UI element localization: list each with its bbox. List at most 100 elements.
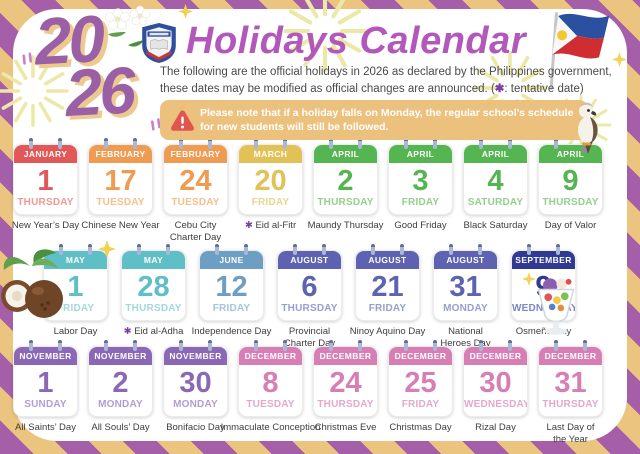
calendar-leaf: APRIL 9 THURSDAY — [538, 144, 603, 215]
date-number: 9 — [562, 165, 579, 197]
holiday-label: Black Saturday — [463, 220, 528, 231]
date-number: 24 — [329, 367, 362, 399]
date-number: 1 — [37, 165, 54, 197]
weekday-label: THURSDAY — [281, 303, 338, 314]
weekday-label: MONDAY — [98, 399, 143, 410]
calendar-pin-icon — [507, 340, 512, 351]
philippine-flag-icon — [549, 12, 610, 90]
weekday-label: FRIDAY — [212, 303, 251, 314]
calendar-pin-icon — [137, 244, 142, 255]
weekday-label: MONDAY — [443, 303, 488, 314]
calendar-pin-icon — [329, 340, 334, 351]
calendar-pin-icon — [215, 244, 220, 255]
month-label: JANUARY — [14, 145, 77, 163]
subtitle: The following are the official holidays … — [160, 64, 612, 99]
sparkle-icon — [98, 240, 116, 258]
sparkle-icon — [522, 272, 536, 286]
halo-halo-icon — [537, 278, 575, 335]
calendar-leaf: NOVEMBER 2 MONDAY — [88, 346, 153, 417]
date-number: 2 — [112, 367, 129, 399]
warning-triangle-icon — [171, 110, 194, 131]
calendar-row-1: JANUARY 1 THURSDAY New Year’s Day FEBRUA… — [11, 138, 603, 244]
calendar-leaf: DECEMBER 24 THURSDAY — [313, 346, 378, 417]
date-number: 30 — [179, 367, 212, 399]
calendar-leaf: DECEMBER 30 WEDNESDAY — [463, 346, 528, 417]
calendar-pin-icon — [479, 340, 484, 351]
calendar-leaf: APRIL 2 THURSDAY — [313, 144, 378, 215]
calendar-pin-icon — [357, 138, 362, 149]
holiday-label: New Year’s Day — [11, 220, 80, 231]
accent-ticks-icon — [150, 118, 161, 131]
holiday-label: Provincial Charter Day — [283, 326, 336, 349]
calendar-pin-icon — [399, 244, 404, 255]
calendar-pin-icon — [57, 138, 62, 149]
holiday-label: Good Friday — [394, 220, 447, 231]
calendar-pin-icon — [132, 138, 137, 149]
weekday-label: TUESDAY — [171, 197, 220, 208]
weekday-label: THURSDAY — [17, 197, 74, 208]
calendar-pin-icon — [104, 138, 109, 149]
month-label: DECEMBER — [314, 347, 377, 365]
month-label: AUGUST — [278, 251, 341, 269]
holiday-card: FEBRUARY 17 TUESDAY Chinese New Year — [81, 138, 160, 244]
date-number: 8 — [262, 367, 279, 399]
holiday-label: Bonifacio Day — [166, 422, 225, 433]
holiday-card: APRIL 3 FRIDAY Good Friday — [388, 138, 453, 244]
date-number: 12 — [215, 271, 248, 303]
weekday-label: TUESDAY — [246, 399, 295, 410]
calendar-pin-icon — [321, 244, 326, 255]
calendar-leaf: APRIL 4 SATURDAY — [463, 144, 528, 215]
holiday-card: MARCH 20 FRIDAY ✱ Eid al-Fitr — [238, 138, 303, 244]
calendar-pin-icon — [282, 138, 287, 149]
calendar-leaf: NOVEMBER 1 SUNDAY — [13, 346, 78, 417]
holiday-label: Osmeña Day — [515, 326, 572, 337]
date-number: 30 — [479, 367, 512, 399]
month-label: FEBRUARY — [164, 145, 227, 163]
holiday-card: AUGUST 31 MONDAY National Heroes Day — [433, 244, 498, 350]
holiday-card: DECEMBER 30 WEDNESDAY Rizal Day — [463, 340, 528, 446]
calendar-pin-icon — [254, 340, 259, 351]
holiday-card: JANUARY 1 THURSDAY New Year’s Day — [11, 138, 80, 244]
holiday-label: ✱ Eid al-Fitr — [244, 220, 297, 231]
date-number: 2 — [337, 165, 354, 197]
tentative-star-icon: ✱ — [123, 326, 135, 337]
month-label: SEPTEMBER — [512, 251, 575, 269]
calendar-pin-icon — [254, 138, 259, 149]
date-number: 4 — [487, 165, 504, 197]
month-label: APRIL — [464, 145, 527, 163]
holiday-label: Christmas Eve — [314, 422, 377, 433]
holiday-card: NOVEMBER 1 SUNDAY All Saints’ Day — [13, 340, 78, 446]
weekday-label: THURSDAY — [542, 197, 599, 208]
date-number: 6 — [301, 271, 318, 303]
sparkle-icon — [612, 52, 627, 67]
weekday-label: FRIDAY — [401, 197, 440, 208]
weekday-label: TUESDAY — [96, 197, 145, 208]
date-number: 3 — [412, 165, 429, 197]
calendar-pin-icon — [329, 138, 334, 149]
month-label: NOVEMBER — [89, 347, 152, 365]
calendar-pin-icon — [477, 244, 482, 255]
calendar-pin-icon — [207, 138, 212, 149]
weekday-label: WEDNESDAY — [464, 399, 528, 410]
month-label: DECEMBER — [539, 347, 602, 365]
date-number: 25 — [404, 367, 437, 399]
date-number: 28 — [137, 271, 170, 303]
holiday-label: Cebu City Charter Day — [169, 220, 222, 243]
calendar-pin-icon — [243, 244, 248, 255]
holiday-label: Immaculate Conception — [220, 422, 321, 433]
notice-text: Please note that if a holiday falls on M… — [200, 107, 574, 134]
eagle-icon — [578, 102, 598, 154]
calendar-pin-icon — [432, 138, 437, 149]
coconut-icon — [1, 249, 63, 318]
month-label: MAY — [44, 251, 107, 269]
holiday-label: All Saints’ Day — [15, 422, 76, 433]
weekday-label: MONDAY — [173, 399, 218, 410]
weekday-label: THURSDAY — [317, 399, 374, 410]
holiday-label: ✱ Eid al-Adha — [123, 326, 184, 337]
month-label: NOVEMBER — [14, 347, 77, 365]
calendar-leaf: NOVEMBER 30 MONDAY — [163, 346, 228, 417]
calendar-pin-icon — [432, 340, 437, 351]
tentative-star-icon: ✱ — [494, 83, 505, 96]
month-label: NOVEMBER — [164, 347, 227, 365]
holiday-card: DECEMBER 25 FRIDAY Christmas Day — [388, 340, 453, 446]
